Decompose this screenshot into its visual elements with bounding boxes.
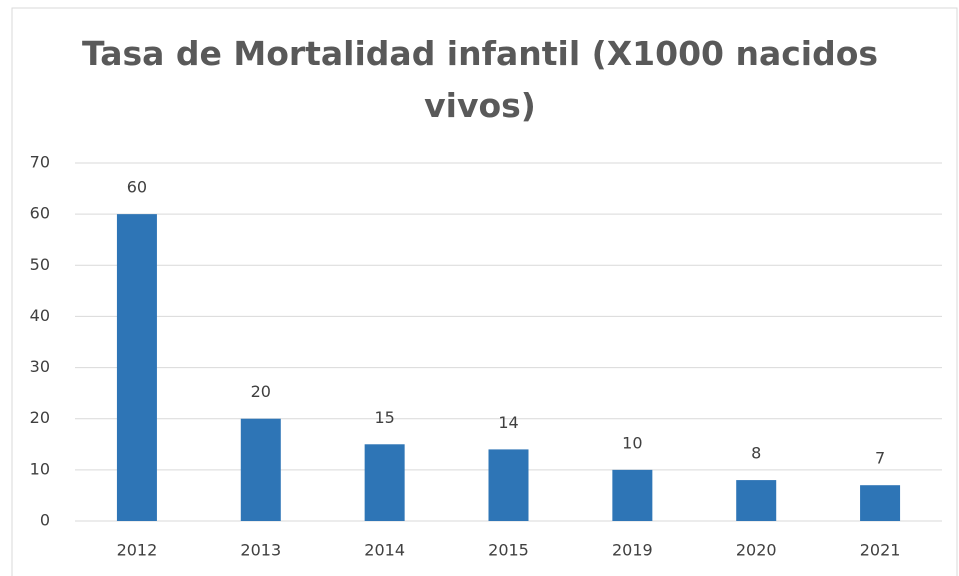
bar: [364, 444, 405, 521]
x-tick-label: 2013: [240, 541, 281, 560]
chart-title: Tasa de Mortalidad infantil (X1000 nacid…: [81, 34, 879, 125]
bar: [240, 418, 281, 521]
bar: [116, 214, 157, 521]
data-label: 10: [622, 433, 642, 452]
data-label: 15: [374, 408, 394, 427]
x-tick-label: 2021: [860, 541, 901, 560]
y-tick-label: 70: [30, 153, 50, 172]
x-tick-label: 2015: [488, 541, 529, 560]
data-label: 14: [498, 413, 518, 432]
x-tick-label: 2019: [612, 541, 653, 560]
bar: [488, 449, 529, 521]
y-tick-label: 40: [30, 306, 50, 325]
y-tick-label: 50: [30, 255, 50, 274]
x-tick-label: 2014: [364, 541, 405, 560]
chart-border: [11, 7, 958, 576]
data-label: 60: [127, 178, 147, 197]
y-tick-label: 60: [30, 204, 50, 223]
y-tick-label: 10: [30, 459, 50, 478]
y-tick-label: 30: [30, 357, 50, 376]
bar: [736, 480, 777, 521]
y-tick-label: 20: [30, 408, 50, 427]
x-tick-label: 2012: [117, 541, 158, 560]
bar: [612, 469, 653, 521]
data-label: 7: [875, 449, 885, 468]
bar: [860, 485, 901, 521]
x-tick-label: 2020: [736, 541, 777, 560]
y-tick-label: 0: [40, 511, 50, 530]
data-label: 20: [251, 382, 271, 401]
data-label: 8: [751, 444, 761, 463]
